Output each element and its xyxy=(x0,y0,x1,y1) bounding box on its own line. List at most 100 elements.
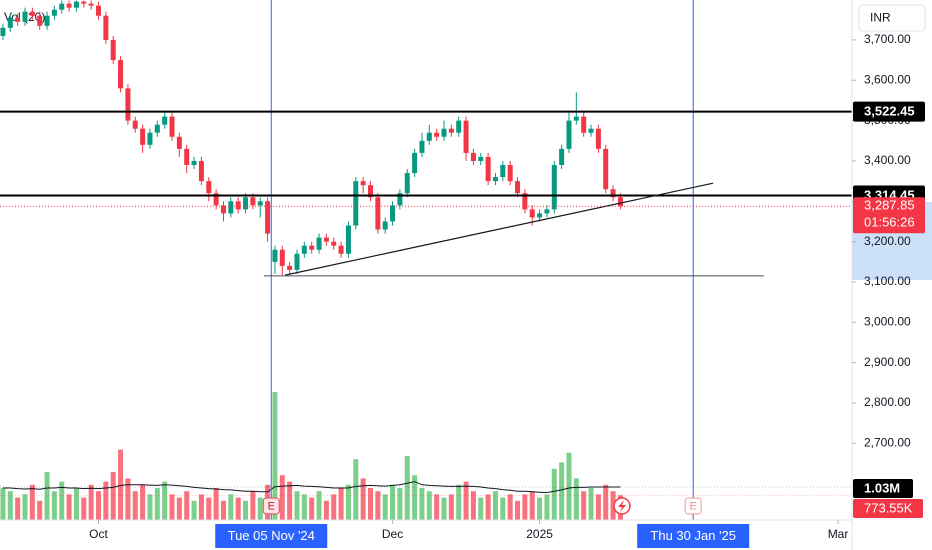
candle-body xyxy=(169,116,175,137)
volume-bar xyxy=(323,500,329,520)
volume-bar xyxy=(176,497,182,520)
candle-body xyxy=(110,39,116,61)
volume-bar xyxy=(529,491,535,520)
countdown-label: 01:56:26 xyxy=(864,215,915,230)
candle-body xyxy=(316,237,322,250)
volume-bar xyxy=(441,497,447,520)
volume-bar xyxy=(419,488,425,520)
volume-bar xyxy=(110,472,116,520)
volume-bar xyxy=(59,481,65,520)
level-label-box xyxy=(853,101,925,122)
volume-bar xyxy=(331,494,337,520)
x-tick-label: Oct xyxy=(89,527,108,541)
volume-bar xyxy=(22,494,28,520)
y-tick-label: 3,100.00 xyxy=(864,274,911,288)
candle-body xyxy=(551,164,557,210)
x-tick-label: 2025 xyxy=(526,527,553,541)
candle-body xyxy=(22,11,28,22)
volume-bar xyxy=(88,484,94,520)
candle-body xyxy=(617,197,623,207)
candle-body xyxy=(367,185,373,198)
volume-bar xyxy=(169,494,175,520)
currency-box[interactable] xyxy=(858,4,926,32)
candle-body xyxy=(566,120,572,149)
volume-bar xyxy=(412,475,418,520)
volume-bar xyxy=(603,484,609,520)
trendline xyxy=(285,182,714,276)
volume-bar xyxy=(140,484,146,520)
candle-body xyxy=(198,160,204,182)
currency-label: INR xyxy=(870,11,891,25)
candle-body xyxy=(404,173,410,194)
candle-body xyxy=(309,245,315,250)
volume-bar xyxy=(44,472,50,520)
volume-bar xyxy=(132,491,138,520)
volume-bar xyxy=(250,491,256,520)
volume-bar xyxy=(0,488,6,520)
volume-bar xyxy=(154,488,160,520)
candle-body xyxy=(59,3,65,10)
candle-body xyxy=(478,156,484,161)
volume-bar xyxy=(309,497,315,520)
volume-bar xyxy=(367,488,373,520)
y-tick-label: 2,900.00 xyxy=(864,355,911,369)
candle-body xyxy=(588,128,594,133)
candle-body xyxy=(323,237,329,242)
candle-body xyxy=(463,120,469,153)
candle-body xyxy=(375,197,381,230)
label-layer: Tue 05 Nov '24 Thu 30 Jan '253,522.453,31… xyxy=(215,101,925,548)
volume-bar xyxy=(235,497,241,520)
volume-bar xyxy=(147,494,153,520)
volume-bar xyxy=(478,497,484,520)
volume-bar xyxy=(507,494,513,520)
volume-bar xyxy=(470,491,476,520)
volume-ma-label: 1.03M xyxy=(864,480,900,495)
drawing-layer xyxy=(0,110,852,496)
level-label: 3,522.45 xyxy=(864,104,915,119)
volume-bar xyxy=(118,449,124,520)
event-label: E xyxy=(268,500,275,512)
volume-ma-box xyxy=(853,479,913,498)
crosshair-layer xyxy=(270,0,694,520)
candle-body xyxy=(176,136,182,149)
candle-body xyxy=(37,15,43,26)
x-tick-label: Dec xyxy=(382,527,403,541)
volume-bar xyxy=(191,500,197,520)
candle-body xyxy=(537,213,543,218)
volume-bar xyxy=(51,491,57,520)
candle-body xyxy=(448,128,454,133)
volume-bar xyxy=(456,484,462,520)
volume-bar xyxy=(559,462,565,520)
candle-body xyxy=(419,140,425,153)
volume-bar xyxy=(103,481,109,520)
candle-body xyxy=(272,249,278,262)
candle-body xyxy=(265,201,271,234)
candle-layer xyxy=(0,0,623,276)
candle-body xyxy=(250,197,256,206)
lightning-glyph xyxy=(618,500,626,512)
candle-body xyxy=(132,120,138,129)
volume-bar xyxy=(29,484,35,520)
candle-body xyxy=(154,124,160,133)
volume-bar xyxy=(375,491,381,520)
volume-bar xyxy=(573,478,579,520)
volume-bar xyxy=(595,494,601,520)
volume-bar xyxy=(463,481,469,520)
candle-body xyxy=(353,181,359,226)
volume-bar xyxy=(198,494,204,520)
candle-body xyxy=(581,116,587,133)
candle-body xyxy=(96,5,102,16)
volume-layer xyxy=(0,392,623,520)
candle-body xyxy=(206,181,212,194)
volume-bar xyxy=(96,491,102,520)
volume-bar xyxy=(125,478,131,520)
volume-bar xyxy=(522,494,528,520)
candle-body xyxy=(397,193,403,206)
volume-bar xyxy=(537,497,543,520)
crosshair-date-label: Tue 05 Nov '24 xyxy=(228,528,315,543)
volume-bar xyxy=(294,491,300,520)
candle-body xyxy=(279,249,285,266)
y-tick-label: 3,200.00 xyxy=(864,234,911,248)
volume-bar xyxy=(588,488,594,520)
candle-body xyxy=(360,181,366,186)
